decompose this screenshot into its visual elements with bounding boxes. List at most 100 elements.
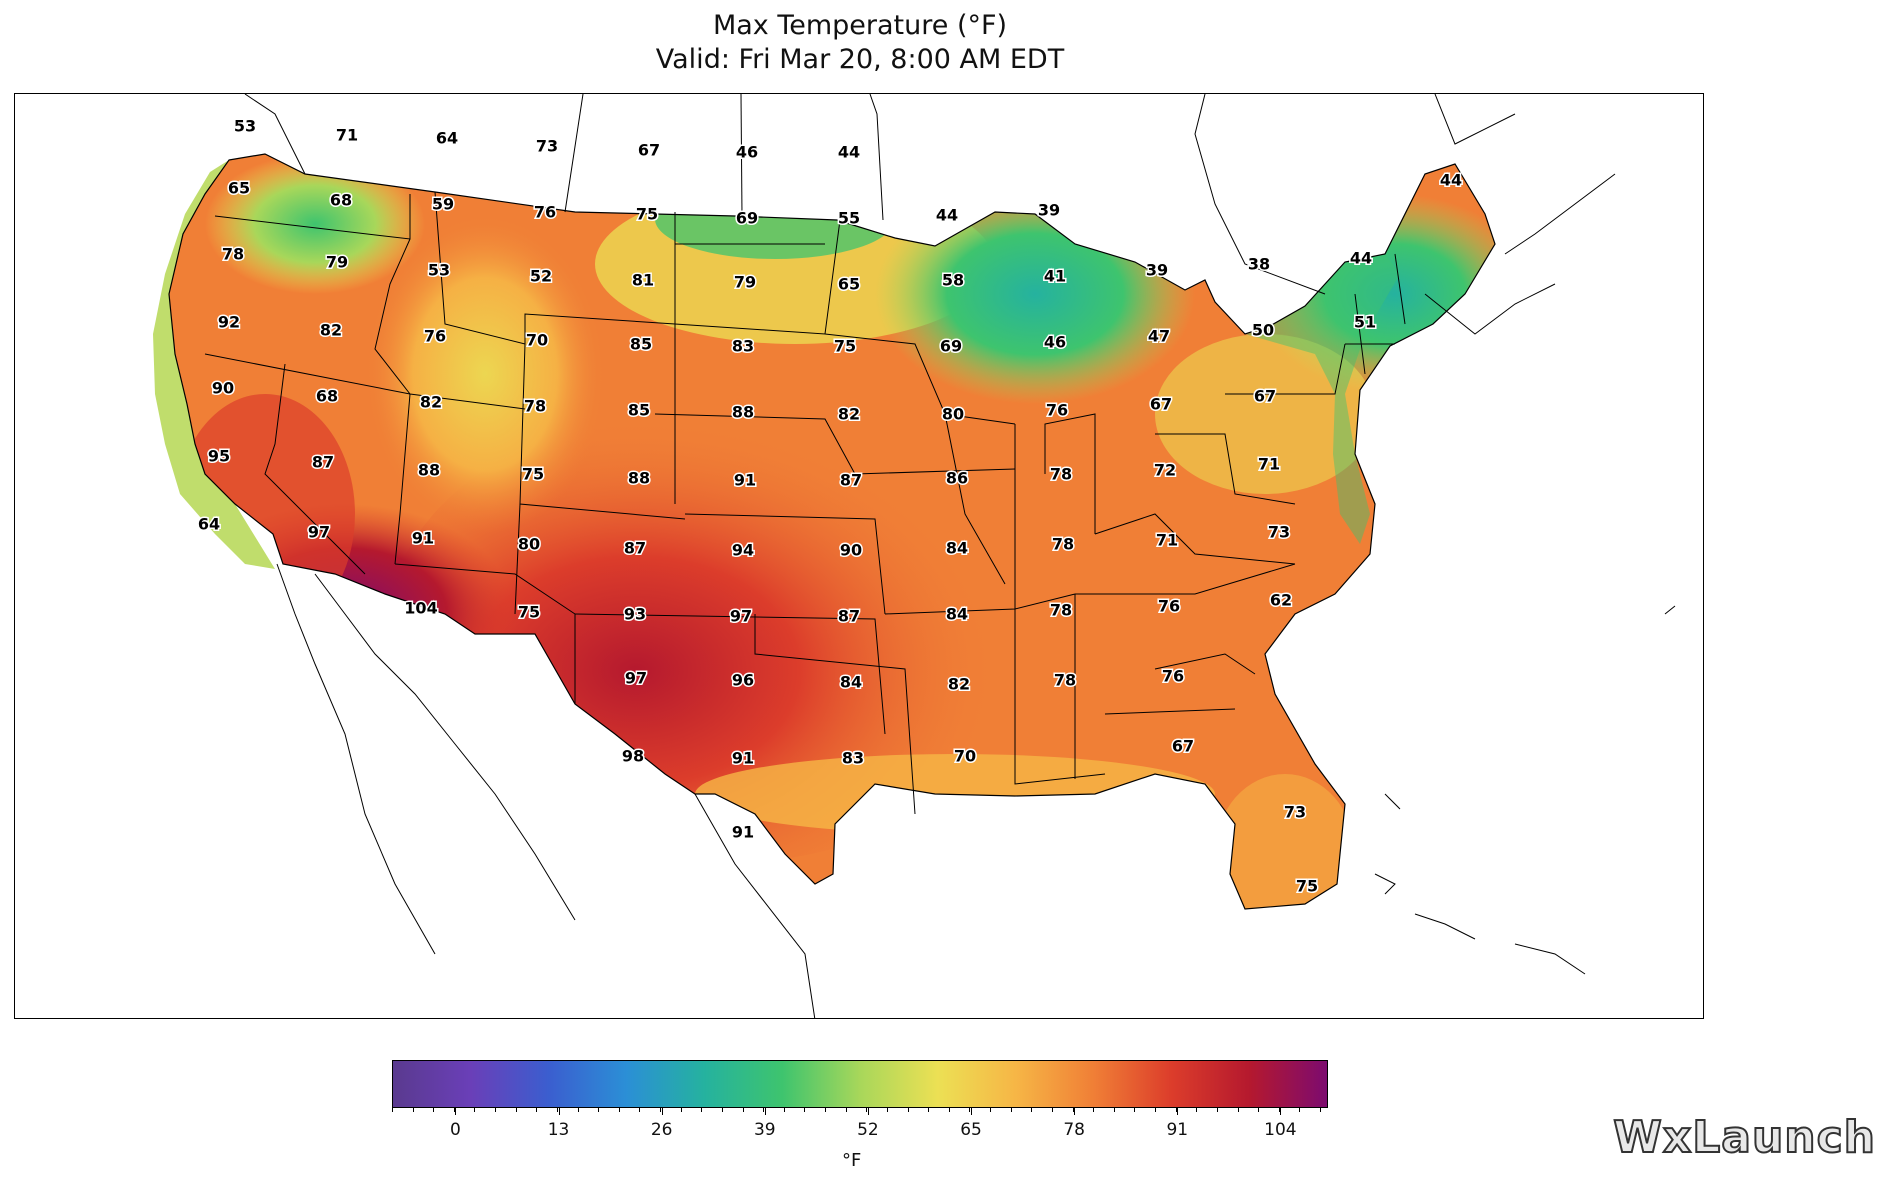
colorbar-minor-tick [577,1108,579,1112]
temperature-label: 73 [1284,803,1306,822]
temperature-label: 94 [732,541,754,560]
temperature-label: 75 [522,465,544,484]
colorbar-minor-tick [1134,1108,1136,1112]
caribbean-islands [1374,605,1676,975]
colorbar-ticks: 0 13 26 39 52 65 78 91 104 [392,1108,1328,1140]
colorbar-minor-tick [783,1108,785,1112]
temperature-label: 82 [420,393,442,412]
temperature-label: 64 [436,129,458,148]
temperature-label: 95 [208,447,230,466]
colorbar-tick-mark [661,1108,663,1115]
temperature-label: 69 [736,209,758,228]
temperature-label: 93 [624,605,646,624]
colorbar-minor-tick [763,1108,765,1112]
temperature-label: 92 [218,313,240,332]
temperature-label: 62 [1270,591,1292,610]
temperature-label: 51 [1354,313,1376,332]
temperature-label: 46 [1044,333,1066,352]
colorbar-minor-tick [660,1108,662,1112]
colorbar [392,1060,1328,1108]
colorbar-tick-mark [1177,1108,1179,1115]
temperature-label: 72 [1154,461,1176,480]
colorbar-minor-tick [392,1108,393,1112]
temperature-label: 83 [842,749,864,768]
colorbar-minor-tick [928,1108,930,1112]
atlantic-cool-band [1245,254,1400,544]
temperature-label: 53 [428,261,450,280]
colorbar-tick-label: 26 [650,1120,673,1140]
temperature-label: 59 [432,195,454,214]
temperature-label: 71 [1156,531,1178,550]
colorbar-tick-mark [764,1108,766,1115]
temperature-label: 67 [638,141,660,160]
temperature-label: 82 [838,405,860,424]
colorbar-minor-tick [1278,1108,1280,1112]
coastal-cool-band [153,160,275,569]
colorbar-tick-label: 91 [1166,1120,1189,1140]
temperature-label: 65 [228,179,250,198]
temperature-label: 55 [838,209,860,228]
temperature-label: 50 [1252,321,1274,340]
colorbar-tick-label: 39 [753,1120,776,1140]
colorbar-minor-tick [948,1108,950,1112]
colorbar-tick-mark [558,1108,560,1115]
temperature-label: 90 [212,379,234,398]
temperature-label: 79 [326,253,348,272]
colorbar-tick-label: 65 [960,1120,982,1140]
colorbar-tick-mark [1280,1108,1282,1115]
temperature-label: 81 [632,271,654,290]
temperature-label: 87 [838,607,860,626]
temperature-label: 82 [320,321,342,340]
temperature-label: 75 [518,603,540,622]
temperature-label: 46 [736,143,758,162]
temperature-label: 64 [198,515,220,534]
temperature-label: 73 [1268,523,1290,542]
temperature-label: 70 [526,331,548,350]
valid-time-subtitle: Valid: Fri Mar 20, 8:00 AM EDT [655,44,1065,75]
temperature-label: 86 [946,469,968,488]
colorbar-minor-tick [907,1108,909,1112]
temperature-label: 84 [840,673,862,692]
temperature-label: 90 [840,541,862,560]
temperature-label: 87 [312,453,334,472]
temperature-label: 78 [524,397,546,416]
colorbar-minor-tick [1093,1108,1095,1112]
colorbar-tick-mark [455,1108,457,1115]
temperature-label: 39 [1038,201,1060,220]
temperature-label: 68 [316,387,338,406]
colorbar-minor-tick [639,1108,641,1112]
temperature-label: 76 [1162,667,1184,686]
colorbar-tick-mark [867,1108,869,1115]
temperature-label: 87 [624,539,646,558]
temperature-label: 52 [530,267,552,286]
chart-title: Max Temperature (°F) [712,10,1008,41]
colorbar-minor-tick [1031,1108,1033,1112]
temperature-label: 75 [1296,877,1318,896]
temperature-label: 85 [630,335,652,354]
colorbar-minor-tick [742,1108,744,1112]
temperature-label: 70 [954,747,976,766]
temperature-label: 76 [534,203,556,222]
temperature-label: 73 [536,137,558,156]
temperature-label: 82 [948,675,970,694]
temperature-label: 44 [838,143,860,162]
temperature-label: 47 [1148,327,1170,346]
temperature-label: 97 [308,523,330,542]
colorbar-minor-tick [1010,1108,1012,1112]
colorbar-minor-tick [1258,1108,1260,1112]
temperature-label: 44 [1440,171,1462,190]
temperature-label: 75 [834,337,856,356]
temperature-label: 96 [732,671,754,690]
temperature-label: 88 [418,461,440,480]
us-outline [168,153,1496,910]
colorbar-minor-tick [1072,1108,1074,1112]
temperature-label: 91 [734,471,756,490]
temperature-label: 97 [730,607,752,626]
temperature-label: 41 [1044,267,1066,286]
country-borders [244,94,1616,1018]
colorbar-minor-tick [453,1108,455,1112]
colorbar-minor-tick [866,1108,868,1112]
temperature-label: 67 [1172,737,1194,756]
temperature-label: 78 [1050,601,1072,620]
state-borders [204,191,1406,815]
